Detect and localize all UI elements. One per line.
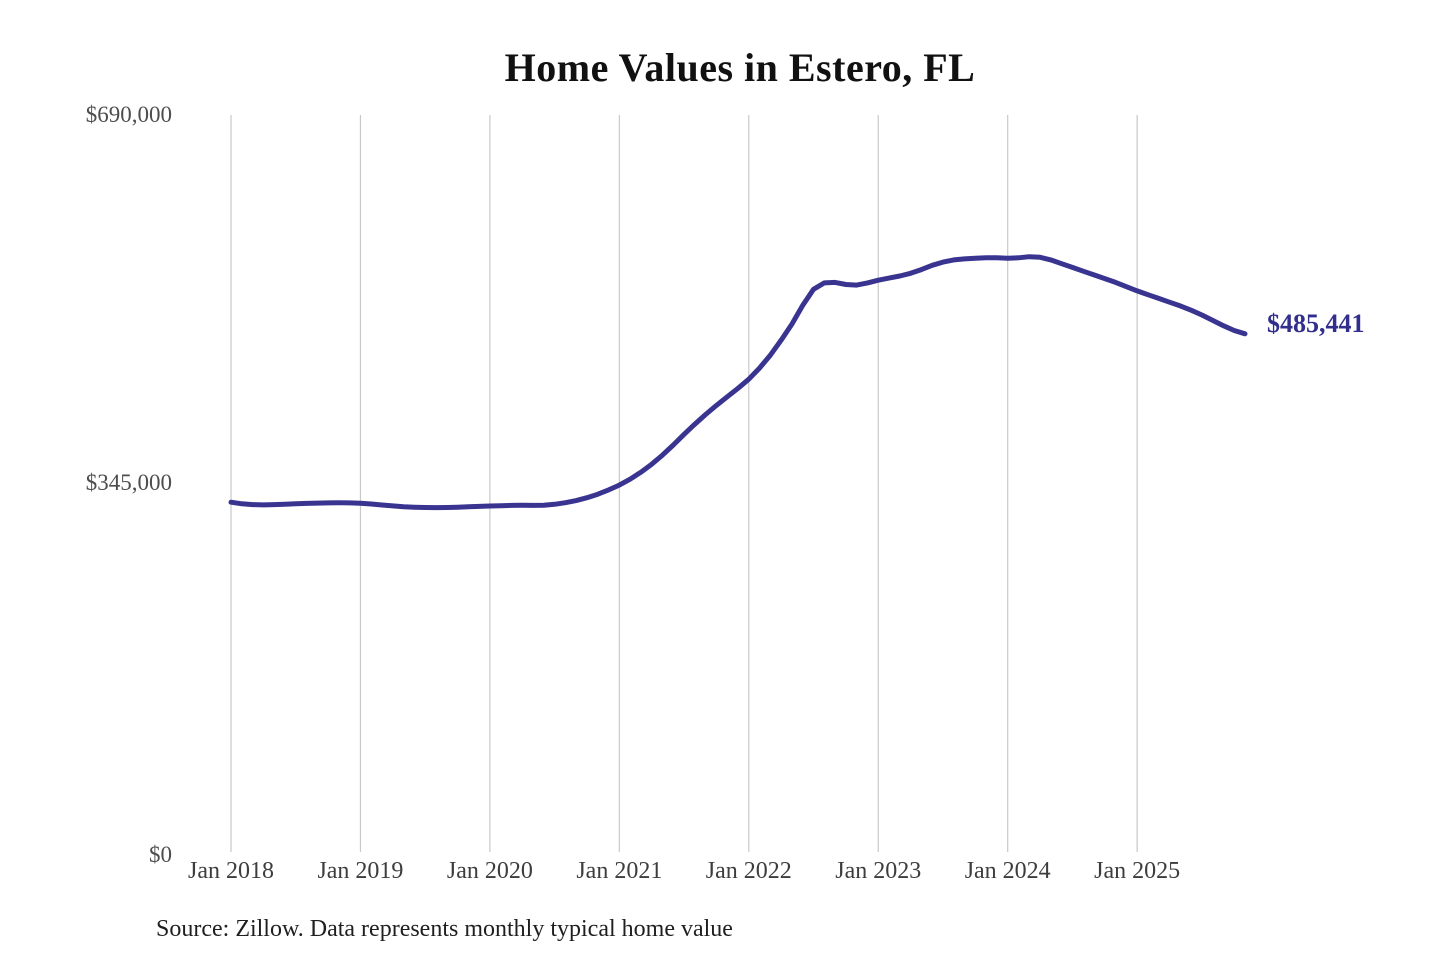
x-axis-label-jan-2021: Jan 2021 (576, 858, 663, 884)
x-axis-label-jan-2025: Jan 2025 (1094, 858, 1181, 884)
x-axis-label-jan-2024: Jan 2024 (964, 858, 1051, 884)
x-axis-label-jan-2023: Jan 2023 (835, 858, 922, 884)
x-axis-label-jan-2022: Jan 2022 (705, 858, 792, 884)
y-axis-label-0: $0 (149, 842, 172, 867)
source-note: Source: Zillow. Data represents monthly … (156, 916, 733, 942)
home-value-line (228, 254, 1248, 511)
x-axis-label-jan-2019: Jan 2019 (317, 858, 404, 884)
x-axis-label-jan-2020: Jan 2020 (446, 858, 533, 884)
y-axis-label-345000: $345,000 (85, 470, 172, 495)
x-axis-label-jan-2018: Jan 2018 (188, 858, 274, 884)
chart-title: Home Values in Estero, FL (504, 45, 976, 90)
latest-value-label: $485,441 (1267, 308, 1365, 338)
y-axis-label-690000: $690,000 (85, 102, 172, 127)
